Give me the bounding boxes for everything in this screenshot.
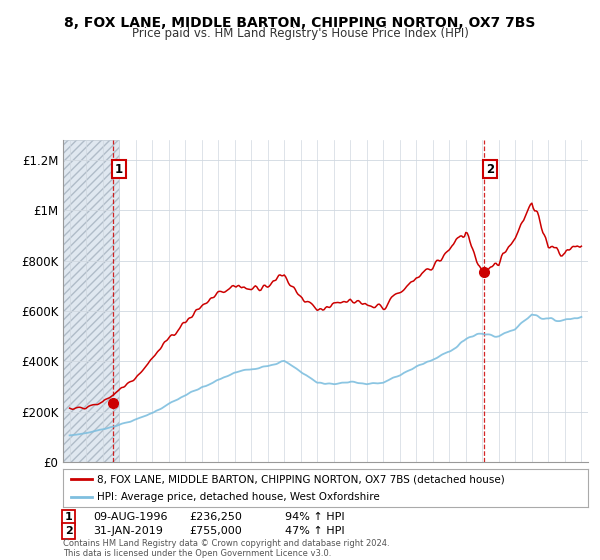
Text: 8, FOX LANE, MIDDLE BARTON, CHIPPING NORTON, OX7 7BS (detached house): 8, FOX LANE, MIDDLE BARTON, CHIPPING NOR… [97, 474, 505, 484]
Text: 31-JAN-2019: 31-JAN-2019 [93, 526, 163, 536]
Text: 47% ↑ HPI: 47% ↑ HPI [285, 526, 344, 536]
Text: 09-AUG-1996: 09-AUG-1996 [93, 512, 167, 522]
Text: 2: 2 [65, 526, 73, 536]
Text: 8, FOX LANE, MIDDLE BARTON, CHIPPING NORTON, OX7 7BS: 8, FOX LANE, MIDDLE BARTON, CHIPPING NOR… [64, 16, 536, 30]
Text: 1: 1 [65, 512, 73, 522]
Text: 2: 2 [486, 162, 494, 175]
Text: £236,250: £236,250 [189, 512, 242, 522]
Bar [63, 140, 119, 462]
Text: 94% ↑ HPI: 94% ↑ HPI [285, 512, 344, 522]
Text: Price paid vs. HM Land Registry's House Price Index (HPI): Price paid vs. HM Land Registry's House … [131, 27, 469, 40]
Text: £755,000: £755,000 [189, 526, 242, 536]
Text: 1: 1 [115, 162, 123, 175]
Text: HPI: Average price, detached house, West Oxfordshire: HPI: Average price, detached house, West… [97, 492, 380, 502]
Text: Contains HM Land Registry data © Crown copyright and database right 2024.
This d: Contains HM Land Registry data © Crown c… [63, 539, 389, 558]
